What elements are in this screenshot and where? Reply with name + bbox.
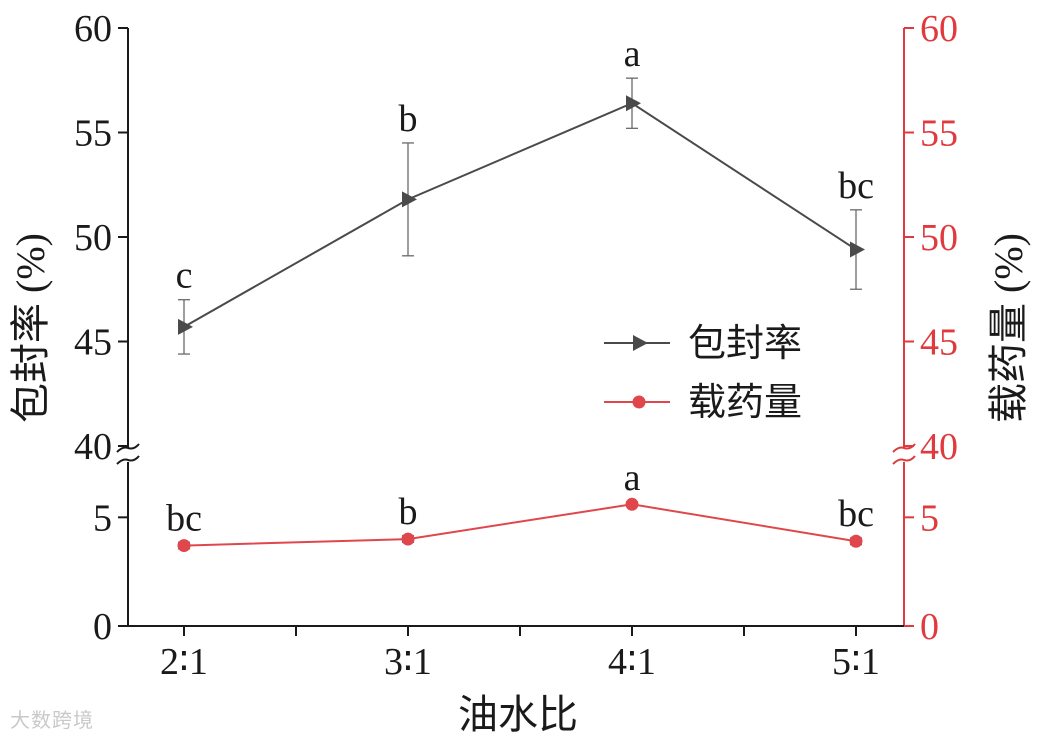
x-tick-label: 4∶1 (608, 641, 656, 683)
point-circle (625, 497, 639, 511)
legend-label: 包封率 (688, 323, 802, 365)
point-triangle (633, 335, 648, 351)
left-tick-label: 55 (74, 113, 112, 155)
right-axis-label: 载药量 (%) (986, 233, 1031, 423)
point-circle (401, 532, 415, 546)
legend-label: 载药量 (688, 382, 802, 424)
watermark: 大数跨境 (10, 708, 94, 732)
right-tick-label: 55 (920, 113, 958, 155)
significance-letter: b (399, 98, 418, 140)
significance-letter: bc (838, 493, 874, 535)
significance-letter: bc (166, 497, 202, 539)
right-tick-label: 5 (920, 497, 939, 539)
left-tick-label: 5 (93, 497, 112, 539)
point-circle (849, 534, 863, 548)
right-tick-label: 50 (920, 217, 958, 259)
left-tick-label: 50 (74, 217, 112, 259)
left-axis-break (116, 443, 140, 465)
point-circle (177, 539, 191, 553)
x-axis-label: 油水比 (458, 692, 578, 737)
x-tick-label: 5∶1 (832, 641, 880, 683)
legend-marker (632, 395, 646, 409)
series-encapsulation: c b a bc (176, 33, 874, 355)
significance-letter: a (624, 457, 641, 499)
right-tick-label: 60 (920, 8, 958, 50)
right-tick-label: 45 (920, 322, 958, 364)
series-line (183, 102, 857, 328)
point-triangle (402, 191, 417, 208)
significance-letter: b (399, 491, 418, 533)
right-tick-label: 0 (920, 606, 939, 648)
series-line (183, 503, 857, 547)
left-tick-label: 0 (93, 606, 112, 648)
significance-letter: c (176, 255, 193, 297)
point-triangle (178, 318, 193, 335)
axis-ticks: 40 45 50 55 60 0 5 40 45 50 55 60 0 5 2∶1 3∶1 4∶1 5∶1 (74, 8, 958, 683)
x-tick-label: 2∶1 (160, 641, 208, 683)
significance-letter: a (624, 33, 641, 75)
series-drug-loading: bc b a bc (166, 457, 874, 553)
left-tick-label: 40 (74, 426, 112, 468)
series-layer: c b a bc bc b a bc (166, 33, 874, 553)
right-tick-label: 40 (920, 426, 958, 468)
point-triangle (626, 95, 641, 112)
point-triangle (850, 241, 865, 258)
left-tick-label: 60 (74, 8, 112, 50)
left-tick-label: 45 (74, 322, 112, 364)
significance-letter: bc (838, 165, 874, 207)
x-tick-label: 3∶1 (384, 641, 432, 683)
left-axis-label: 包封率 (%) (8, 233, 53, 423)
